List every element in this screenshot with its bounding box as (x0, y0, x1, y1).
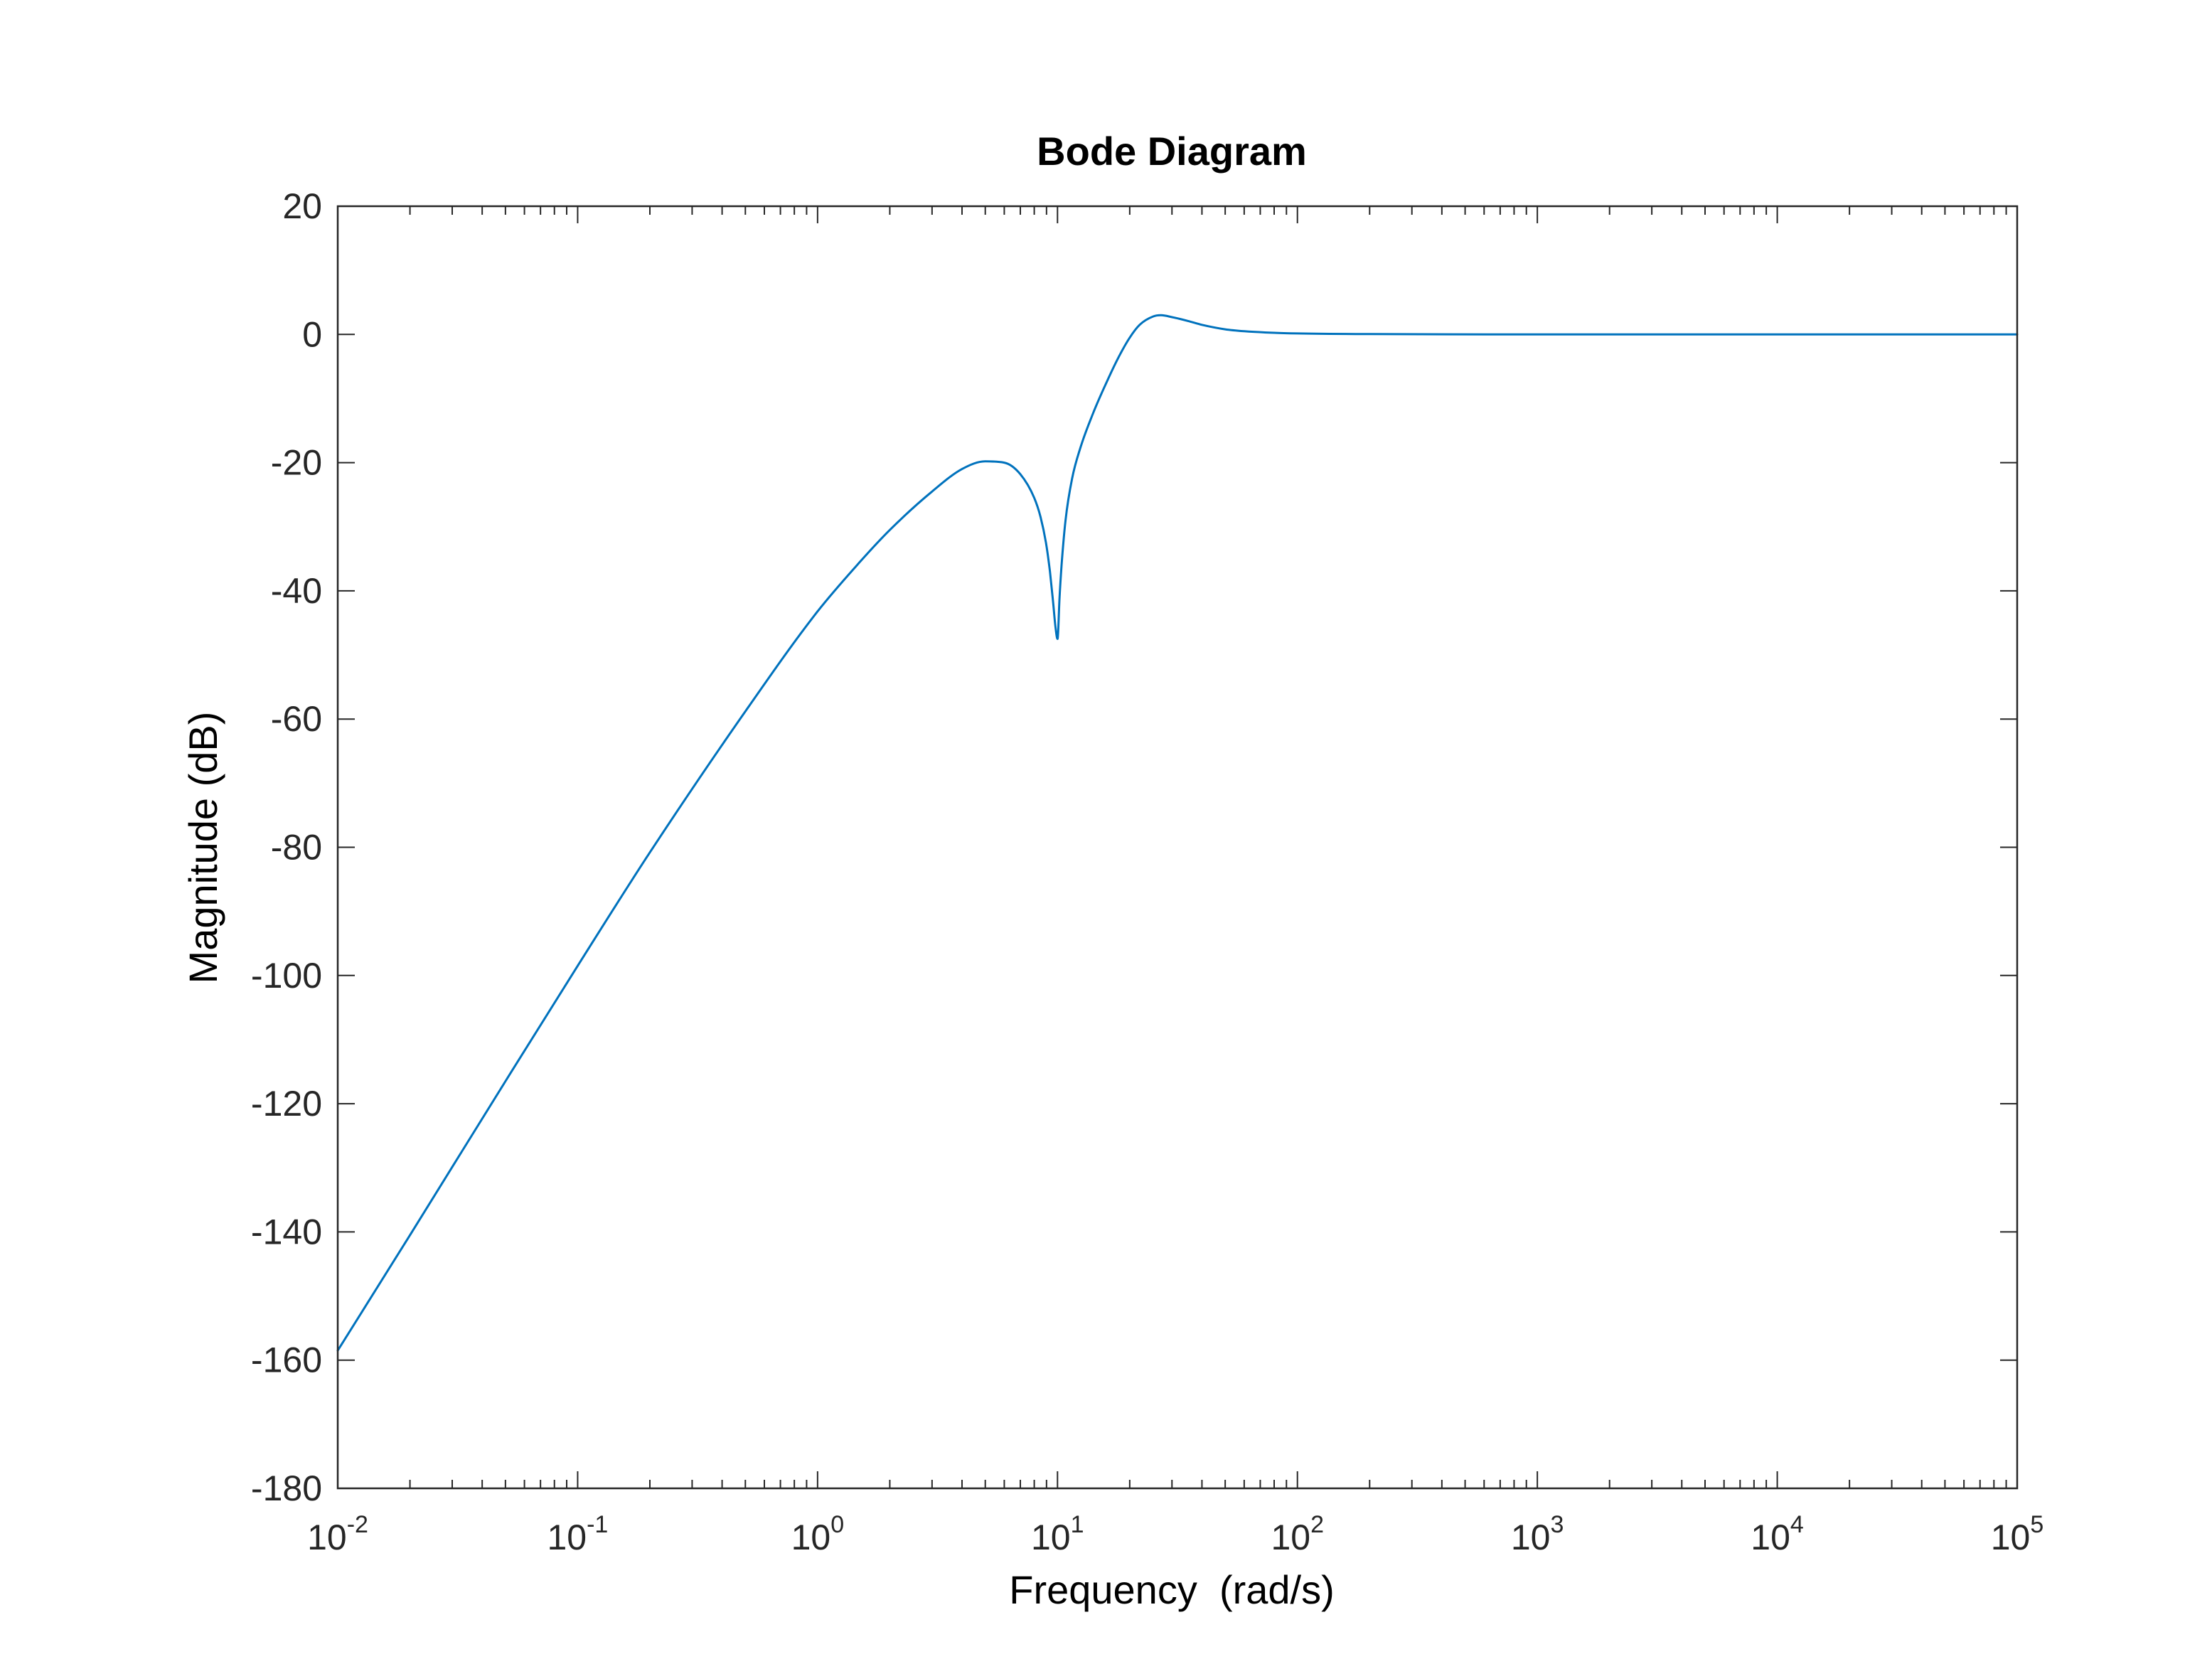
x-tick-label: 101 (1031, 1511, 1084, 1557)
x-tick-label: 10-1 (547, 1511, 608, 1557)
x-tick-label-exponent: -1 (587, 1511, 608, 1538)
y-tick-label: -60 (271, 699, 322, 739)
y-tick-label: -20 (271, 443, 322, 483)
x-tick-label: 100 (791, 1511, 845, 1557)
x-tick-label: 103 (1511, 1511, 1564, 1557)
y-tick-label: -160 (251, 1340, 322, 1380)
x-tick-label-exponent: 4 (1790, 1511, 1804, 1538)
major-ticks (337, 206, 2018, 1489)
y-tick-label: 0 (302, 314, 322, 354)
magnitude-series-line (336, 314, 2019, 1352)
y-tick-label: 20 (282, 186, 322, 226)
x-tick-label-exponent: 2 (1310, 1511, 1324, 1538)
y-tick-label: -180 (251, 1468, 322, 1508)
y-tick-label: -140 (251, 1212, 322, 1252)
x-tick-label-exponent: 3 (1550, 1511, 1564, 1538)
x-axis-label: Frequency (rad/s) (1009, 1567, 1335, 1612)
x-tick-label: 105 (1991, 1511, 2044, 1557)
minor-ticks (409, 206, 2007, 1488)
plot-frame (336, 205, 2019, 1490)
x-tick-label-exponent: 1 (1071, 1511, 1084, 1538)
y-tick-label: -40 (271, 571, 322, 611)
x-tick-label-base: 10 (307, 1517, 347, 1557)
y-tick-label: -80 (271, 828, 322, 868)
x-tick-label-base: 10 (1271, 1517, 1310, 1557)
x-tick-label-base: 10 (1991, 1517, 2031, 1557)
x-tick-label-base: 10 (1031, 1517, 1071, 1557)
x-tick-label-exponent: -2 (347, 1511, 368, 1538)
x-tick-label: 102 (1271, 1511, 1324, 1557)
y-axis-label: Magnitude (dB) (181, 712, 225, 984)
x-tick-label: 10-2 (307, 1511, 368, 1557)
plot-area (338, 206, 2017, 1488)
x-tick-label-exponent: 0 (830, 1511, 844, 1538)
x-tick-label: 104 (1751, 1511, 1804, 1557)
y-tick-label: -100 (251, 956, 322, 996)
x-tick-label-base: 10 (1751, 1517, 1790, 1557)
chart-title: Bode Diagram (1037, 129, 1307, 174)
x-tick-labels: 10-2 10-1 100 101 102 103 104 105 (307, 1511, 2043, 1557)
x-tick-label-base: 10 (791, 1517, 831, 1557)
y-tick-label: -120 (251, 1084, 322, 1124)
x-tick-label-base: 10 (1511, 1517, 1551, 1557)
x-tick-label-exponent: 5 (2030, 1511, 2043, 1538)
y-tick-labels: 20 0 -20 -40 -60 -80 -100 -120 -140 -160 -180 (251, 186, 322, 1508)
x-tick-label-base: 10 (547, 1517, 587, 1557)
